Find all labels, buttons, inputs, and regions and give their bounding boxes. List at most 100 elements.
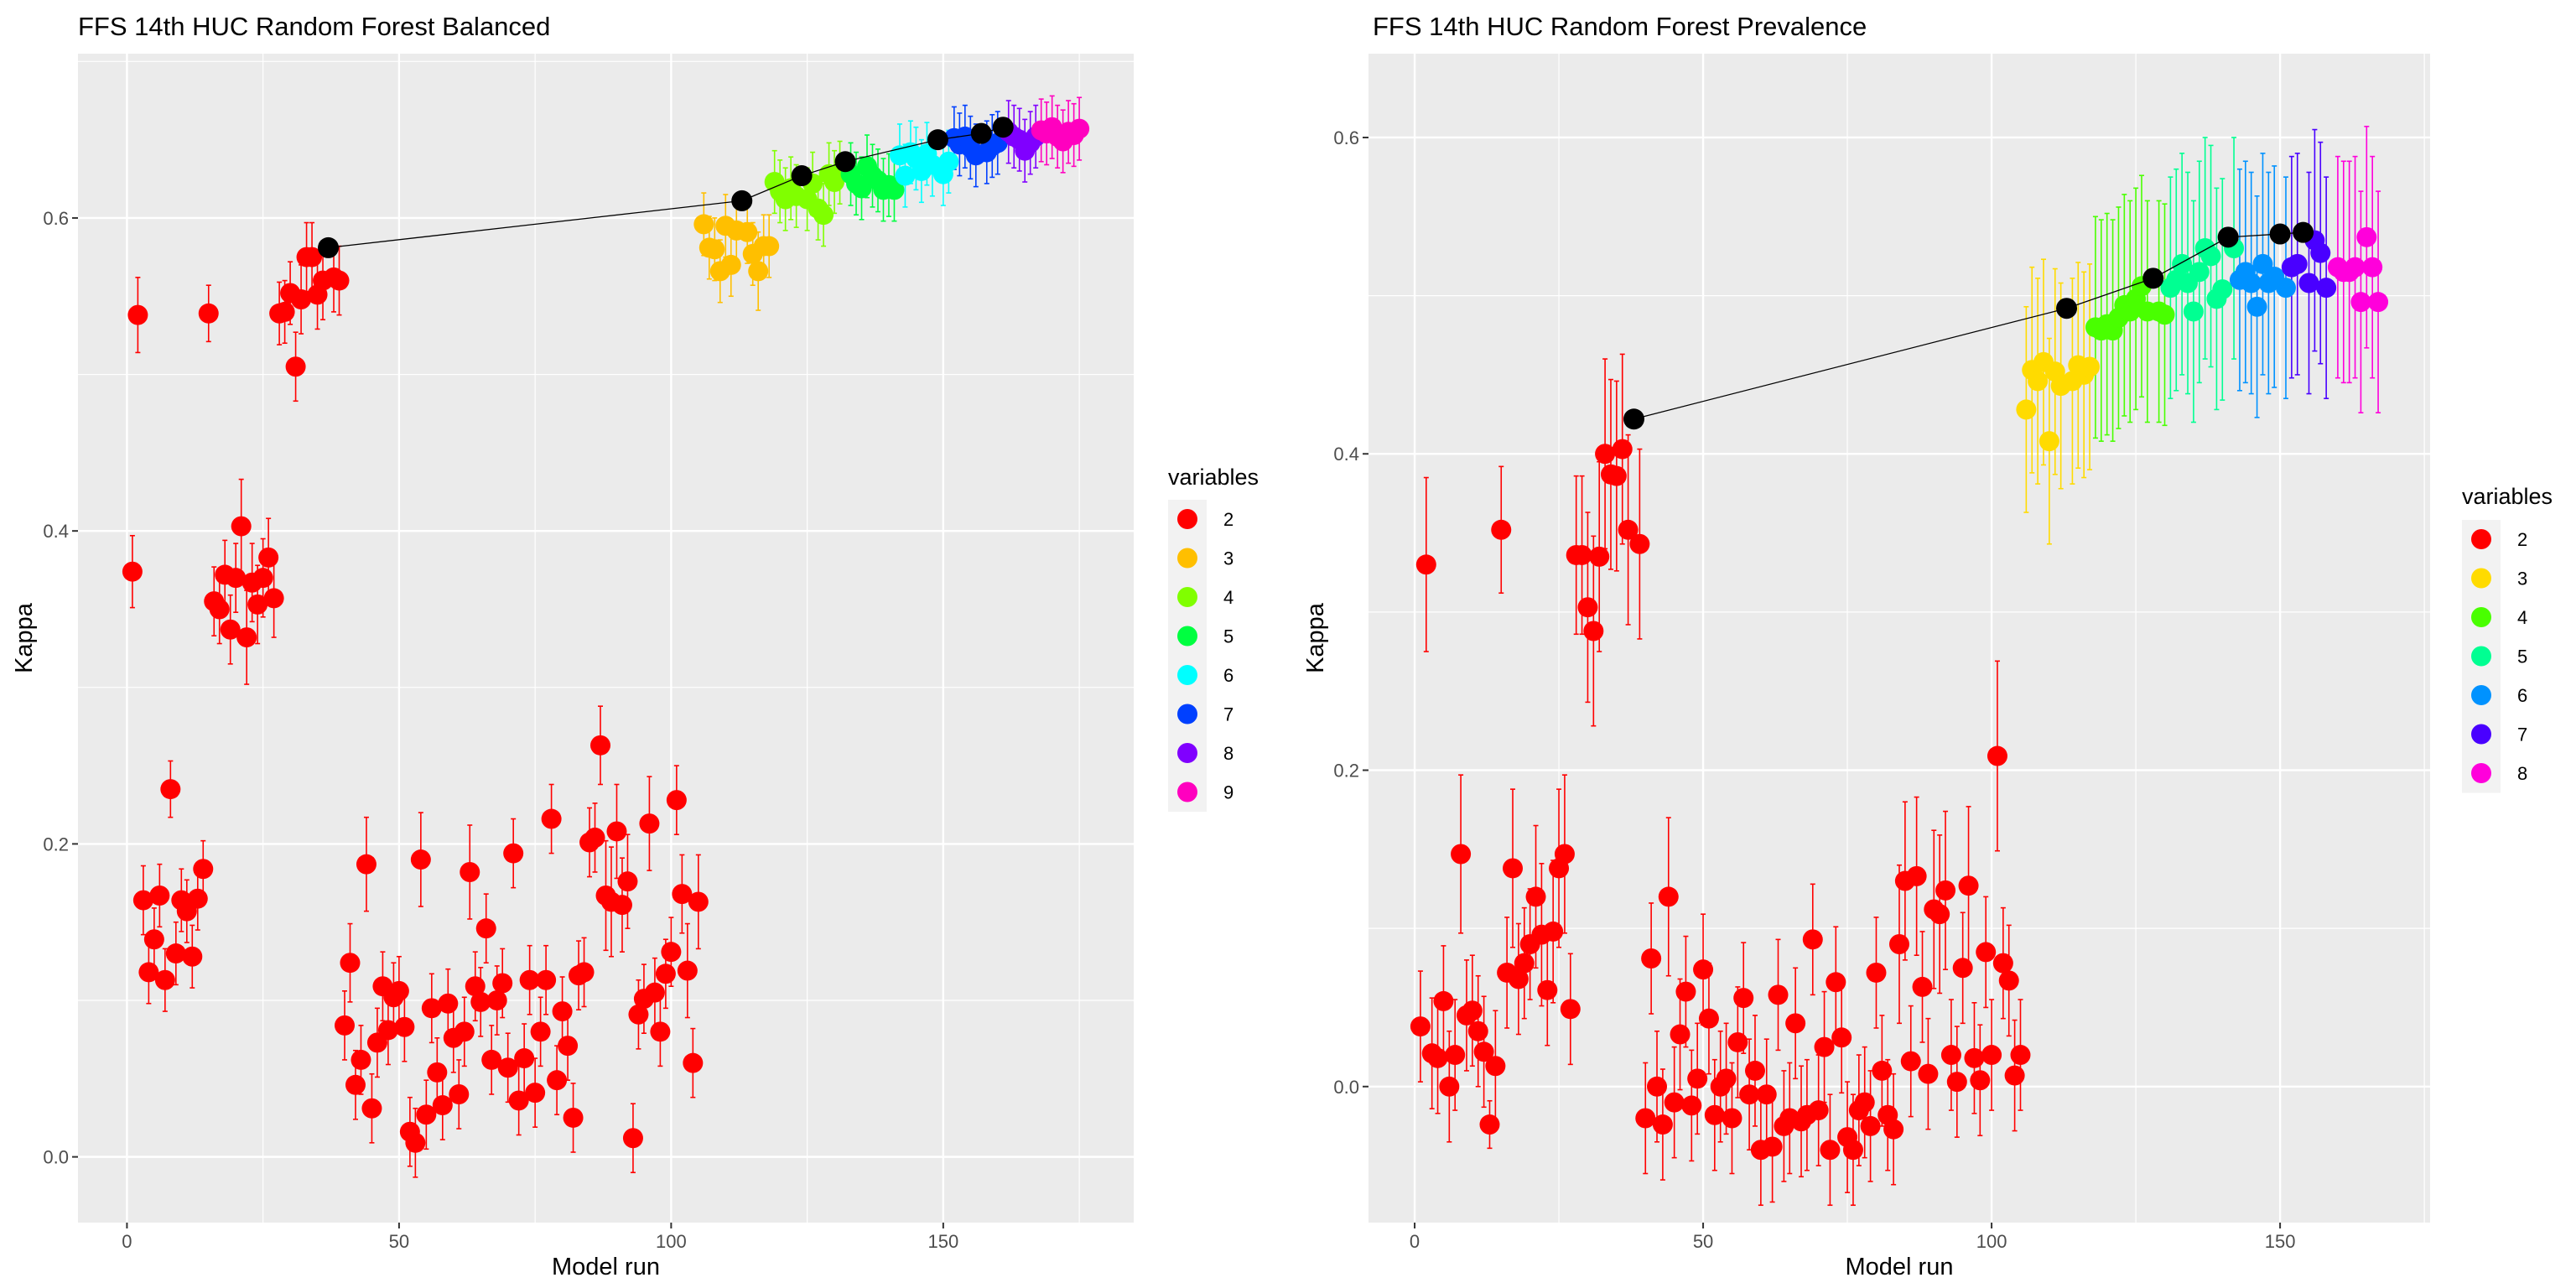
data-point [432, 1095, 453, 1116]
data-point [247, 594, 268, 615]
chart-1: 0 50 100 150 0.0 0.2 0.4 0.6 FFS 14th HUC Random… [11, 12, 1259, 1280]
y-axis-title: Kappa [11, 602, 38, 673]
legend-key [2471, 724, 2491, 745]
data-point [558, 1036, 579, 1057]
data-point [2189, 262, 2210, 283]
legend-label: 9 [1223, 782, 1233, 803]
data-point [438, 993, 459, 1014]
x-tick-label: 50 [1693, 1231, 1713, 1252]
data-point [677, 960, 698, 981]
data-point [1508, 969, 1529, 989]
best-path-point [2269, 223, 2291, 245]
data-point [187, 888, 208, 909]
data-point [1889, 934, 1909, 955]
data-point [1860, 1115, 1881, 1136]
x-tick-label: 100 [656, 1231, 687, 1252]
data-point [661, 942, 682, 963]
data-point [644, 982, 665, 1003]
data-point [508, 1090, 529, 1111]
x-tick-label: 150 [2265, 1231, 2296, 1252]
legend-key [2471, 646, 2491, 667]
data-point [1647, 1076, 1668, 1097]
data-point [1675, 981, 1696, 1002]
data-point [1635, 1108, 1656, 1129]
data-point [1670, 1024, 1690, 1045]
data-point [2010, 1045, 2031, 1066]
data-point [1958, 875, 1979, 896]
best-path-point [2293, 221, 2314, 243]
data-point [182, 946, 203, 967]
data-point [1866, 962, 1887, 983]
legend-key [1177, 782, 1197, 802]
data-point [655, 963, 676, 984]
data-point [617, 871, 638, 892]
legend-key [1177, 626, 1197, 647]
data-point [1462, 1000, 1483, 1021]
y-axis-title: Kappa [1302, 602, 1329, 673]
legend-label: 4 [2517, 607, 2527, 628]
data-point [421, 998, 442, 1019]
legend-label: 2 [1223, 509, 1233, 530]
data-point [2241, 273, 2262, 293]
data-point [209, 599, 230, 620]
data-point [530, 1021, 551, 1042]
x-tick-label: 50 [389, 1231, 409, 1252]
data-point [2016, 399, 2037, 420]
data-point [486, 990, 507, 1011]
data-point [1433, 990, 1454, 1011]
data-point [193, 859, 214, 880]
data-point [1820, 1140, 1841, 1161]
legend-label: 5 [1223, 626, 1233, 647]
data-point [1744, 1060, 1765, 1081]
data-point [688, 891, 709, 912]
legend-key [2471, 685, 2491, 705]
data-point [1410, 1016, 1431, 1037]
data-point [1929, 904, 1950, 925]
data-point [2028, 371, 2049, 392]
best-path-point [731, 190, 753, 211]
data-point [1814, 1036, 1835, 1057]
data-point [149, 885, 170, 906]
data-point [813, 205, 834, 226]
y-tick-label: 0.4 [1333, 444, 1359, 465]
legend-label: 8 [1223, 743, 1233, 764]
data-point [1952, 958, 1973, 979]
data-point [1681, 1095, 1702, 1116]
data-point [1970, 1070, 1991, 1091]
data-point [329, 270, 350, 291]
data-point [285, 356, 306, 377]
data-point [1485, 1056, 1506, 1077]
legend-key [2471, 529, 2491, 549]
data-point [2368, 292, 2389, 313]
legend-key [1177, 743, 1197, 763]
data-point [2287, 253, 2308, 274]
data-point [1808, 1100, 1829, 1121]
legend-label: 2 [2517, 529, 2527, 550]
data-point [1918, 1063, 1939, 1084]
data-point [263, 588, 284, 609]
data-point [340, 953, 361, 974]
data-point [2004, 1065, 2025, 1086]
data-point [2362, 257, 2383, 278]
data-point [1762, 1136, 1783, 1157]
data-point [377, 1020, 398, 1041]
data-point [1785, 1013, 1806, 1034]
data-point [226, 568, 247, 589]
data-point [1946, 1072, 1967, 1093]
data-point [519, 969, 540, 990]
x-tick-label: 150 [928, 1231, 959, 1252]
legend-title: variables [1168, 465, 1259, 490]
data-point [672, 884, 693, 905]
data-point [1467, 1021, 1488, 1041]
data-point [693, 214, 714, 235]
legend-label: 7 [1223, 704, 1233, 725]
data-point [1854, 1092, 1875, 1113]
data-point [258, 547, 279, 568]
legend-label: 3 [1223, 548, 1233, 569]
data-point [1641, 948, 1662, 969]
data-point [2310, 242, 2331, 263]
data-point [1427, 1047, 1448, 1068]
data-point [465, 976, 486, 997]
data-point [1716, 1068, 1737, 1089]
y-tick-label: 0.2 [1333, 761, 1359, 782]
